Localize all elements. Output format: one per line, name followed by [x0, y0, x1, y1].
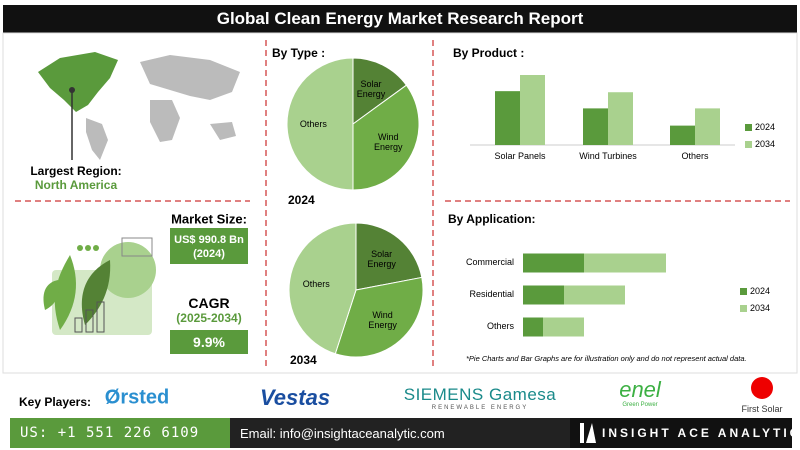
pie-slice	[352, 57, 408, 125]
company-name: enel	[619, 377, 661, 402]
email-box	[230, 418, 570, 448]
company-name: Vestas	[259, 385, 331, 410]
cagr-value: 9.9%	[193, 334, 225, 350]
legend-label: 2034	[755, 139, 776, 149]
first-solar-logo	[751, 377, 773, 399]
cagr-period: (2025-2034)	[176, 311, 242, 325]
chart-title: By Type :	[272, 46, 326, 60]
bar	[543, 317, 584, 337]
company-name: Ørsted	[104, 386, 170, 409]
bar	[523, 317, 543, 337]
company-name: First Solar	[741, 404, 783, 414]
y-tick-label: Others	[486, 321, 514, 331]
market-size-value: US$ 990.8 Bn	[174, 234, 244, 246]
brand-icon	[580, 423, 596, 443]
note: *Pie Charts and Bar Graphs are for illus…	[466, 354, 747, 363]
email: Email: info@insightaceanalytic.com	[240, 426, 445, 441]
phone-box	[10, 418, 230, 448]
slice-label: Others	[299, 119, 327, 129]
pie-slice	[286, 57, 354, 191]
key-players-label: Key Players:	[18, 395, 92, 409]
company-tagline: RENEWABLE ENERGY	[431, 405, 529, 411]
region-label: Largest Region:	[30, 164, 122, 178]
legend-swatch	[740, 305, 747, 312]
x-tick-label: Wind Turbines	[579, 151, 637, 161]
market-size-box	[170, 228, 248, 264]
pie-slice	[352, 84, 420, 191]
slice-label: Wind Energy	[368, 310, 397, 331]
market-size-label: Market Size:	[171, 211, 247, 227]
company-tagline: Green Power	[622, 402, 658, 408]
pie-slice	[334, 276, 424, 358]
bar	[670, 125, 695, 145]
slice-label: Solar Energy	[367, 249, 396, 270]
pie-slice	[288, 222, 357, 355]
bar	[520, 75, 545, 145]
bar	[695, 108, 720, 145]
cagr-label: CAGR	[188, 295, 230, 311]
legend-swatch	[740, 288, 747, 295]
frame	[2, 32, 798, 374]
bar	[523, 253, 584, 273]
x-tick-label: Solar Panels	[494, 151, 546, 161]
phone: US: +1 551 226 6109	[20, 425, 200, 441]
slice-label: Wind Energy	[374, 131, 403, 152]
title: Global Clean Energy Market Research Repo…	[216, 9, 584, 28]
y-tick-label: Commercial	[465, 257, 514, 267]
x-tick-label: Others	[681, 151, 709, 161]
eco-icon	[43, 237, 156, 335]
world-map	[38, 52, 240, 160]
pie-slice	[355, 222, 423, 291]
legend-label: 2034	[750, 303, 771, 313]
y-tick-label: Residential	[469, 289, 514, 299]
brand-box	[570, 418, 792, 448]
chart-title: By Product :	[453, 46, 525, 60]
bar	[583, 108, 608, 145]
cagr-box	[170, 330, 248, 354]
bar	[564, 285, 625, 305]
legend-label: 2024	[755, 122, 776, 132]
title-bar	[3, 5, 797, 33]
market-size-year: (2024)	[193, 248, 225, 260]
bar	[523, 285, 564, 305]
chart-title: By Application:	[448, 212, 536, 226]
bar	[495, 91, 520, 145]
chart-subtitle: 2024	[288, 193, 315, 207]
chart-subtitle: 2034	[290, 353, 317, 367]
brand: INSIGHT ACE ANALYTIC	[602, 426, 800, 440]
bar	[584, 253, 666, 273]
legend-swatch	[745, 124, 752, 131]
legend-swatch	[745, 141, 752, 148]
company-name: SIEMENS Gamesa	[403, 385, 557, 404]
slice-label: Others	[302, 278, 330, 289]
bar	[608, 92, 633, 145]
slice-label: Solar Energy	[356, 78, 386, 99]
region-value: North America	[34, 178, 118, 192]
legend-label: 2024	[750, 286, 771, 296]
